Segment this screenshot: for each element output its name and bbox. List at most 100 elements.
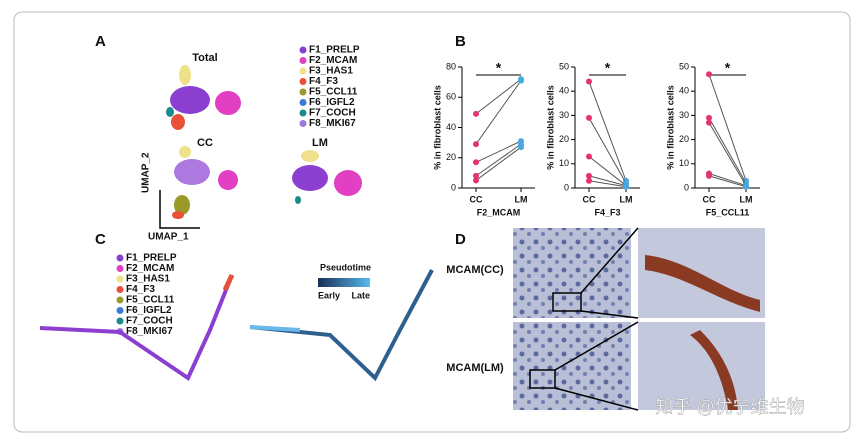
pair-line [588, 156, 627, 186]
point [706, 71, 712, 78]
panel-letter: C [95, 231, 106, 248]
y-tick-label: 10 [559, 158, 569, 168]
colorbar-title: Pseudotime [320, 262, 371, 272]
y-tick-label: 40 [559, 86, 569, 96]
legend-label: F3_HAS1 [126, 274, 170, 285]
legend-swatch [299, 99, 307, 106]
y-tick-label: 20 [679, 134, 689, 144]
legend-swatch [299, 46, 307, 54]
legend-swatch [299, 120, 307, 127]
point [586, 78, 592, 85]
legend-swatch [299, 78, 307, 85]
pair-line [708, 175, 747, 188]
y-tick-label: 0 [684, 182, 689, 192]
legend-swatch [299, 67, 307, 75]
x-tick-label: LM [515, 194, 528, 204]
panel-letter: B [455, 33, 466, 50]
y-tick-label: 0 [564, 182, 569, 192]
significance: * [496, 60, 502, 76]
y-tick-label: 20 [446, 152, 456, 162]
legend-label: F4_F3 [309, 76, 338, 87]
legend-label: F7_COCH [309, 108, 356, 119]
y-axis-title: % in fibroblast cells [665, 85, 675, 170]
pair-line [475, 80, 522, 145]
point [623, 183, 629, 190]
panel-letter: D [455, 231, 466, 248]
stain [645, 255, 760, 312]
pair-line [588, 175, 627, 187]
colorbar-label: Late [351, 290, 370, 300]
pair-line [588, 180, 627, 188]
umap-axes [159, 190, 200, 229]
umap-title: Total [192, 52, 217, 64]
legend-swatch [116, 307, 124, 314]
legend-label: F6_IGFL2 [126, 305, 172, 316]
legend-swatch [299, 109, 307, 117]
legend-label: F8_MKI67 [309, 118, 356, 129]
trajectory [249, 325, 301, 332]
significance: * [605, 60, 611, 76]
legend-label: F2_MCAM [126, 263, 174, 274]
legend-label: F7_COCH [126, 316, 173, 327]
x-tick-label: CC [703, 194, 716, 204]
y-tick-label: 60 [446, 92, 456, 102]
ihc-label: MCAM(LM) [446, 362, 504, 374]
point [518, 77, 524, 84]
point [473, 141, 479, 148]
y-tick-label: 0 [451, 182, 456, 192]
umap-total [166, 65, 241, 130]
legend: F1_PRELPF2_MCAMF3_HAS1F4_F3F5_CCL11F6_IG… [299, 45, 360, 129]
pair-line [588, 81, 627, 181]
ihc-image [513, 228, 631, 318]
point [706, 119, 712, 126]
y-tick-label: 40 [446, 122, 456, 132]
x-axis-title: F4_F3 [594, 207, 620, 217]
stain [690, 330, 738, 410]
zoom-box [529, 369, 556, 389]
legend-swatch [299, 88, 307, 96]
point [473, 172, 479, 179]
colorbar-label: Early [318, 290, 340, 300]
pair-line [475, 146, 522, 181]
legend-swatch [116, 254, 124, 262]
point [473, 159, 479, 166]
point [586, 153, 592, 160]
trajectory [39, 274, 234, 381]
umap-lm [292, 150, 362, 204]
panel-letter: A [95, 33, 106, 50]
legend-label: F1_PRELP [309, 45, 360, 56]
x-axis-title: F2_MCAM [477, 207, 521, 217]
legend-swatch [116, 296, 124, 304]
y-tick-label: 20 [559, 134, 569, 144]
pair-line [708, 74, 747, 181]
axis-label: UMAP_2 [141, 152, 152, 193]
legend-swatch [116, 275, 124, 283]
legend-label: F6_IGFL2 [309, 97, 355, 108]
y-tick-label: 40 [679, 86, 689, 96]
legend-label: F3_HAS1 [309, 66, 353, 77]
legend-swatch [116, 317, 124, 325]
trajectory [249, 269, 434, 382]
pair-line [708, 122, 747, 186]
y-axis-title: % in fibroblast cells [432, 85, 442, 170]
y-tick-label: 30 [559, 110, 569, 120]
point [473, 110, 479, 117]
point [586, 114, 592, 121]
point [706, 114, 712, 121]
trajectory [222, 273, 235, 292]
legend-label: F8_MKI67 [126, 326, 173, 337]
legend-label: F4_F3 [126, 284, 155, 295]
frame [13, 11, 851, 433]
x-tick-label: LM [620, 194, 633, 204]
x-axis-title: F5_CCL11 [706, 207, 750, 217]
x-tick-label: LM [740, 194, 753, 204]
colorbar [318, 278, 370, 287]
point [586, 177, 592, 184]
y-axis-title: % in fibroblast cells [545, 85, 555, 170]
charts: 0 20 40 60 80 CC LM F2_MCAM % in fibroblast cell… [432, 60, 760, 217]
legend-label: F2_MCAM [309, 55, 357, 66]
pair-line [708, 173, 747, 187]
point [518, 144, 524, 151]
x-tick-label: CC [470, 194, 483, 204]
